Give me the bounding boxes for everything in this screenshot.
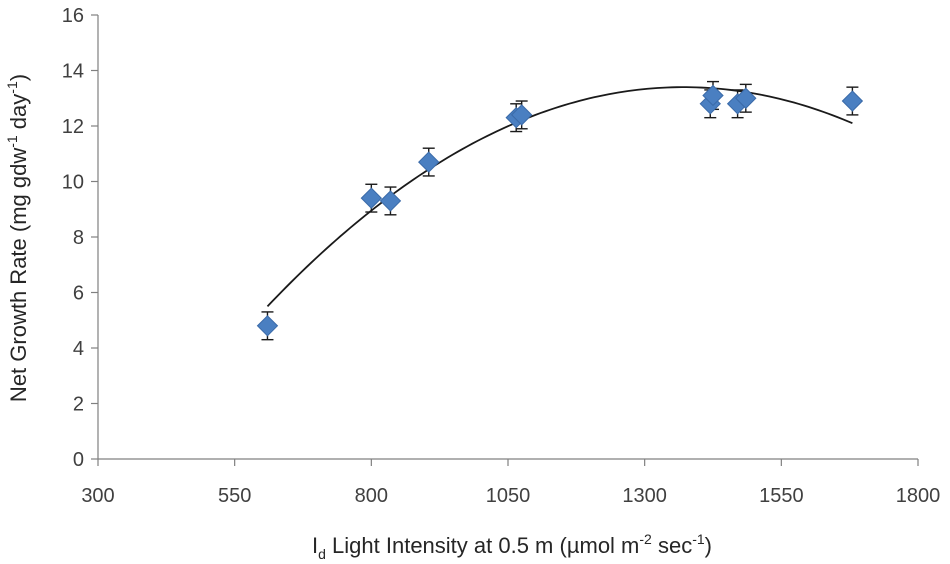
x-tick-label: 1050 xyxy=(486,485,531,507)
x-tick-label: 1800 xyxy=(896,485,941,507)
data-point-diamond xyxy=(735,87,757,109)
x-tick-label: 1300 xyxy=(622,485,667,507)
axes xyxy=(91,14,919,466)
trendline xyxy=(266,86,853,308)
y-tick-label: 8 xyxy=(73,227,84,249)
y-tick-label: 12 xyxy=(62,116,84,138)
x-axis-title-sup1: -2 xyxy=(639,531,652,547)
y-axis-title-sup1: -1 xyxy=(4,135,20,148)
x-tick-label: 300 xyxy=(81,485,114,507)
data-points xyxy=(256,80,864,341)
data-point-diamond xyxy=(702,84,724,107)
y-axis-title-sup2: -1 xyxy=(4,81,20,94)
data-point-diamond xyxy=(256,315,279,337)
x-tick-label: 800 xyxy=(355,485,388,507)
x-axis-title-main: I xyxy=(312,533,318,558)
y-axis-title: Net Growth Rate (mg gdw-1 day-1) xyxy=(4,74,31,402)
data-point-diamond xyxy=(510,104,533,126)
trendline-group xyxy=(266,86,853,308)
y-axis-title-mid: day xyxy=(6,94,31,136)
y-tick-label: 10 xyxy=(62,172,84,194)
y-axis-title-text: Net Growth Rate (mg gdw xyxy=(6,148,31,402)
data-point-diamond xyxy=(379,190,402,212)
x-axis-title-sup2: -1 xyxy=(692,531,705,547)
y-axis-title-end: ) xyxy=(6,74,31,81)
x-axis-title-end: ) xyxy=(705,533,712,558)
y-tick-label: 6 xyxy=(73,283,84,305)
data-point-diamond xyxy=(418,151,440,173)
data-point-diamond xyxy=(841,90,864,112)
y-tick-label: 16 xyxy=(62,5,84,27)
data-point-diamond xyxy=(360,187,383,209)
x-axis-title-mid: sec xyxy=(652,533,692,558)
x-tick-label: 550 xyxy=(218,485,251,507)
tick-labels: 0 2 4 6 8 10 12 14 16 300 550 800 1050 1300 1550 1800 xyxy=(62,5,941,507)
x-axis-title-sub: d xyxy=(318,546,326,562)
y-tick-label: 4 xyxy=(73,338,84,360)
x-tick-label: 1550 xyxy=(759,485,804,507)
y-tick-label: 14 xyxy=(62,61,84,83)
y-tick-label: 0 xyxy=(73,449,84,471)
x-axis-title-text: Light Intensity at 0.5 m (µmol m xyxy=(326,533,639,558)
x-axis-title: Id Light Intensity at 0.5 m (µmol m-2 se… xyxy=(312,531,712,562)
y-tick-label: 2 xyxy=(73,394,84,416)
